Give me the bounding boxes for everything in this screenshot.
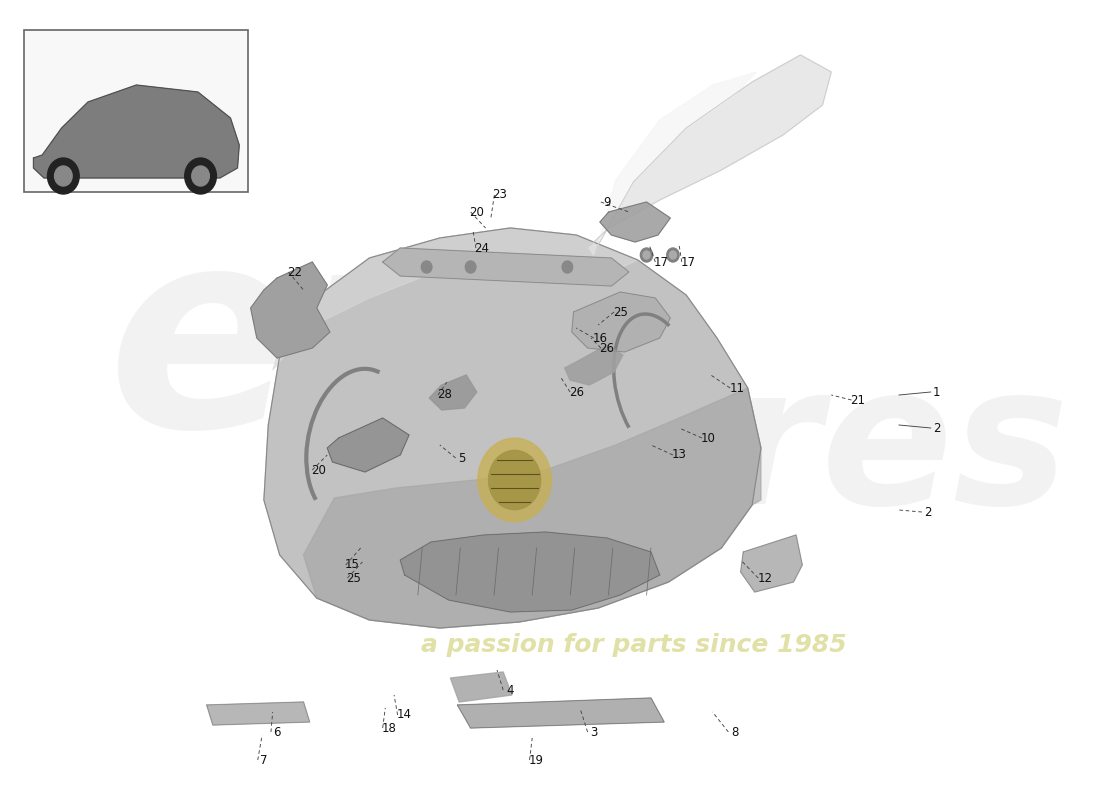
Text: 14: 14 [397, 709, 412, 722]
Text: 13: 13 [672, 449, 686, 462]
Circle shape [185, 158, 217, 194]
Polygon shape [458, 698, 664, 728]
Circle shape [488, 450, 541, 510]
Text: 1: 1 [933, 386, 940, 398]
Circle shape [421, 261, 432, 273]
Text: 23: 23 [492, 189, 507, 202]
Polygon shape [600, 202, 670, 242]
Polygon shape [207, 702, 309, 725]
Circle shape [55, 166, 73, 186]
Polygon shape [383, 248, 629, 286]
Circle shape [562, 261, 573, 273]
Text: spares: spares [339, 356, 1068, 544]
Text: 9: 9 [603, 195, 611, 209]
Polygon shape [400, 532, 660, 612]
Polygon shape [304, 388, 761, 628]
Text: 10: 10 [701, 431, 716, 445]
Polygon shape [264, 228, 761, 628]
Text: 25: 25 [613, 306, 628, 318]
Text: 26: 26 [600, 342, 615, 354]
Text: 2: 2 [924, 506, 932, 518]
Text: 19: 19 [529, 754, 544, 766]
Circle shape [644, 251, 650, 259]
Text: 17: 17 [654, 255, 669, 269]
Polygon shape [572, 292, 670, 352]
Text: eur: eur [108, 215, 631, 485]
Polygon shape [273, 228, 638, 370]
Polygon shape [564, 345, 623, 385]
Text: 8: 8 [730, 726, 738, 738]
Polygon shape [587, 55, 832, 258]
Circle shape [191, 166, 209, 186]
Text: a passion for parts since 1985: a passion for parts since 1985 [420, 633, 846, 657]
Polygon shape [327, 418, 409, 472]
Text: 4: 4 [506, 683, 514, 697]
Text: 5: 5 [458, 451, 465, 465]
Circle shape [640, 248, 652, 262]
Text: 16: 16 [593, 331, 607, 345]
Text: 3: 3 [590, 726, 597, 738]
Polygon shape [429, 375, 476, 410]
Text: 2: 2 [933, 422, 940, 434]
Circle shape [465, 261, 476, 273]
Polygon shape [251, 262, 330, 358]
Circle shape [47, 158, 79, 194]
Text: 28: 28 [437, 389, 452, 402]
Circle shape [477, 438, 551, 522]
Polygon shape [598, 72, 757, 245]
Text: 20: 20 [311, 463, 326, 477]
Text: 12: 12 [758, 571, 773, 585]
Polygon shape [450, 672, 512, 702]
Text: 6: 6 [273, 726, 280, 738]
Polygon shape [33, 85, 240, 178]
Text: 20: 20 [470, 206, 484, 218]
Circle shape [670, 251, 676, 259]
Polygon shape [740, 535, 802, 592]
Text: 24: 24 [474, 242, 490, 254]
Text: 15: 15 [344, 558, 360, 571]
Text: 18: 18 [382, 722, 396, 734]
Text: 7: 7 [260, 754, 267, 766]
Text: 21: 21 [850, 394, 866, 406]
Bar [24, 30, 249, 192]
Circle shape [667, 248, 679, 262]
Text: 17: 17 [681, 255, 695, 269]
Text: 26: 26 [569, 386, 584, 398]
Text: 22: 22 [287, 266, 303, 278]
Text: 11: 11 [729, 382, 745, 394]
Text: 25: 25 [346, 571, 361, 585]
